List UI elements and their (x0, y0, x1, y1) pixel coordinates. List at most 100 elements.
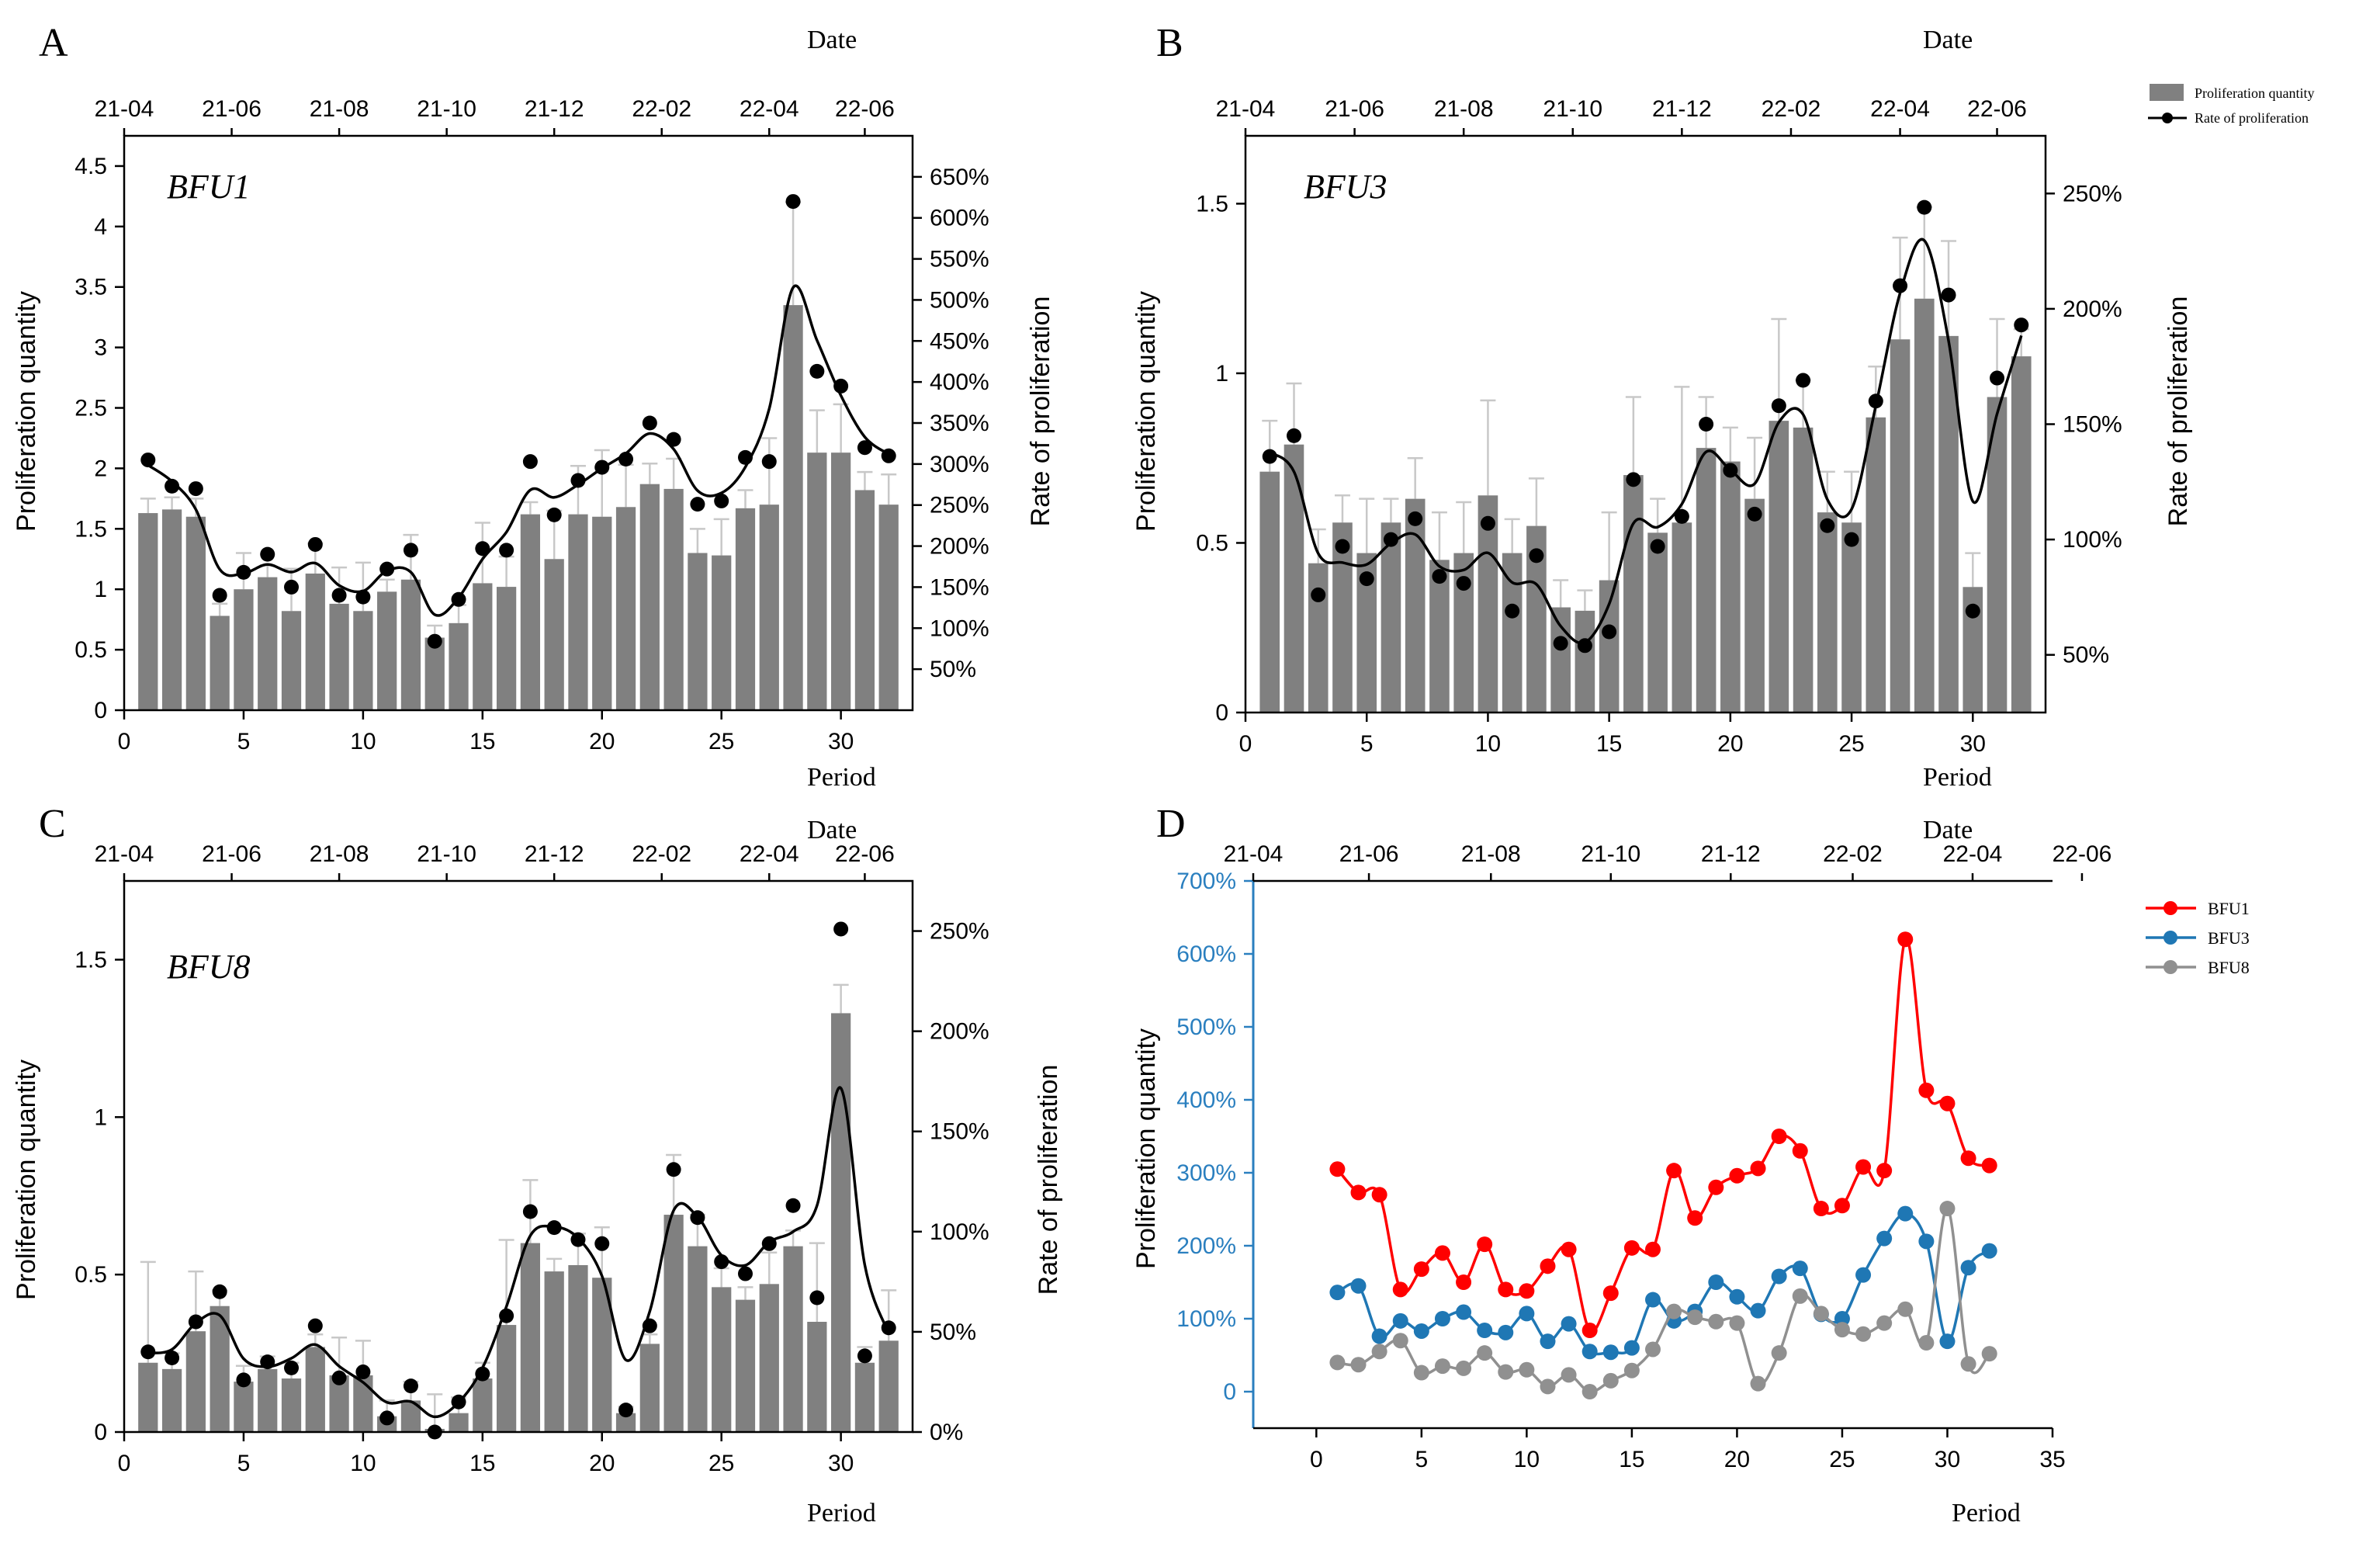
date-tick-label: 21-04 (95, 96, 154, 122)
date-tick-label: 22-06 (2053, 841, 2112, 867)
rate-point (1408, 511, 1423, 526)
rate-point (1917, 199, 1932, 215)
rate-point (1990, 370, 2005, 386)
panel-d: D Date Period Proliferation quantity (1131, 802, 2021, 1527)
bar (712, 555, 732, 710)
x-tick-label: 5 (1415, 1447, 1428, 1472)
date-tick-label: 21-08 (310, 841, 369, 867)
rate-point (165, 1350, 180, 1365)
bar (234, 1382, 254, 1432)
legend-label: BFU8 (2208, 958, 2250, 977)
rate-point (690, 497, 705, 512)
bar (400, 579, 421, 710)
series-point (1918, 1082, 1935, 1098)
rate-point (546, 1220, 562, 1236)
series-point (1561, 1316, 1577, 1332)
y2-tick-label: 250% (930, 919, 989, 945)
bar (878, 1340, 899, 1432)
chart-a: 0 5 10 15 20 25 30 0 0.5 1 1.5 2 2.5 3 3.5 4 4.5 50% 100% 1… (74, 96, 989, 754)
bar (1890, 339, 1911, 713)
series-point (1645, 1292, 1661, 1308)
rate-point (857, 440, 872, 456)
rate-point (236, 564, 251, 580)
series-point (1876, 1315, 1893, 1331)
date-tick-label: 21-12 (525, 96, 584, 122)
y-tick-label: 0.5 (1196, 530, 1228, 556)
chart-c: 0 5 10 15 20 25 30 0 0.5 1 1.5 0% 50% 100% 150% 200% 250… (74, 841, 989, 1476)
rate-point (690, 1210, 705, 1226)
rate-point (1432, 569, 1447, 584)
rate-point (594, 1236, 610, 1251)
y2-tick-label: 150% (2063, 412, 2122, 438)
y2-tick-label: 100% (930, 615, 989, 641)
panel-letter-b: B (1156, 21, 1183, 65)
x-tick-label: 20 (1717, 731, 1743, 757)
date-tick-label: 22-02 (632, 96, 691, 122)
series-point (1876, 1230, 1893, 1247)
bar (258, 577, 278, 710)
bar (568, 514, 588, 710)
rate-point (594, 459, 610, 475)
bar (161, 1368, 182, 1432)
series-point (1834, 1198, 1850, 1214)
rate-point (1674, 508, 1689, 524)
rate-point (761, 454, 777, 470)
y-tick-label: 700% (1176, 869, 1236, 894)
bar (759, 505, 779, 710)
date-tick-label: 22-04 (1943, 841, 2003, 867)
series-point (1434, 1311, 1450, 1326)
rate-point (570, 473, 586, 488)
legend-rate-label: Rate of proliferation (2195, 110, 2309, 126)
y-label-d: Proliferation quantity (1131, 1028, 1161, 1269)
x-tick-label: 20 (1724, 1447, 1750, 1472)
series-point (1371, 1344, 1387, 1360)
bar (663, 488, 684, 710)
rate-point (1893, 278, 1908, 293)
bar (473, 583, 493, 710)
legend-bar-swatch (2150, 84, 2184, 101)
rate-point (355, 589, 371, 605)
legend-marker (2163, 901, 2177, 915)
y-label-a: Proliferation quantity (12, 291, 41, 532)
bar (592, 516, 612, 710)
date-tick-label: 21-06 (1339, 841, 1399, 867)
y2-tick-label: 300% (930, 452, 989, 477)
y-tick-label: 200% (1176, 1233, 1236, 1259)
series-point (1350, 1278, 1367, 1294)
rate-point (1650, 539, 1665, 554)
x-tick-label: 0 (118, 729, 131, 754)
y2-tick-label: 50% (2063, 643, 2109, 668)
bar (1478, 495, 1498, 713)
panel-c: C BFU8 Date Period Proliferation quantit… (12, 802, 1063, 1527)
rate-point (666, 432, 681, 447)
bar (449, 622, 469, 710)
rate-point (451, 591, 466, 607)
series-point (1750, 1375, 1766, 1392)
bar (1381, 522, 1401, 713)
bar (639, 484, 660, 710)
series-point (1602, 1372, 1619, 1389)
rate-point (260, 1354, 275, 1370)
bar (544, 1271, 564, 1432)
bar (1744, 498, 1765, 713)
bar (854, 1362, 875, 1432)
bar (1308, 563, 1329, 713)
bar (185, 516, 206, 710)
y2-tick-label: 450% (930, 328, 989, 354)
rate-point (307, 536, 323, 552)
y2-tick-label: 100% (2063, 527, 2122, 553)
series-point (1939, 1333, 1956, 1350)
bar (854, 490, 875, 710)
rate-point (403, 1378, 418, 1394)
rate-point (1796, 373, 1811, 388)
series-point (1645, 1341, 1661, 1358)
bar (2011, 356, 2032, 713)
rate-point (809, 363, 825, 379)
bar (1769, 421, 1789, 713)
series-point (1687, 1210, 1703, 1226)
series-point (1623, 1362, 1640, 1378)
y-label-c: Proliferation quantity (12, 1059, 41, 1300)
legend-abc: Proliferation quantity Rate of prolifera… (2148, 84, 2314, 126)
x-tick-label: 25 (708, 1451, 734, 1476)
bar (831, 1013, 851, 1432)
